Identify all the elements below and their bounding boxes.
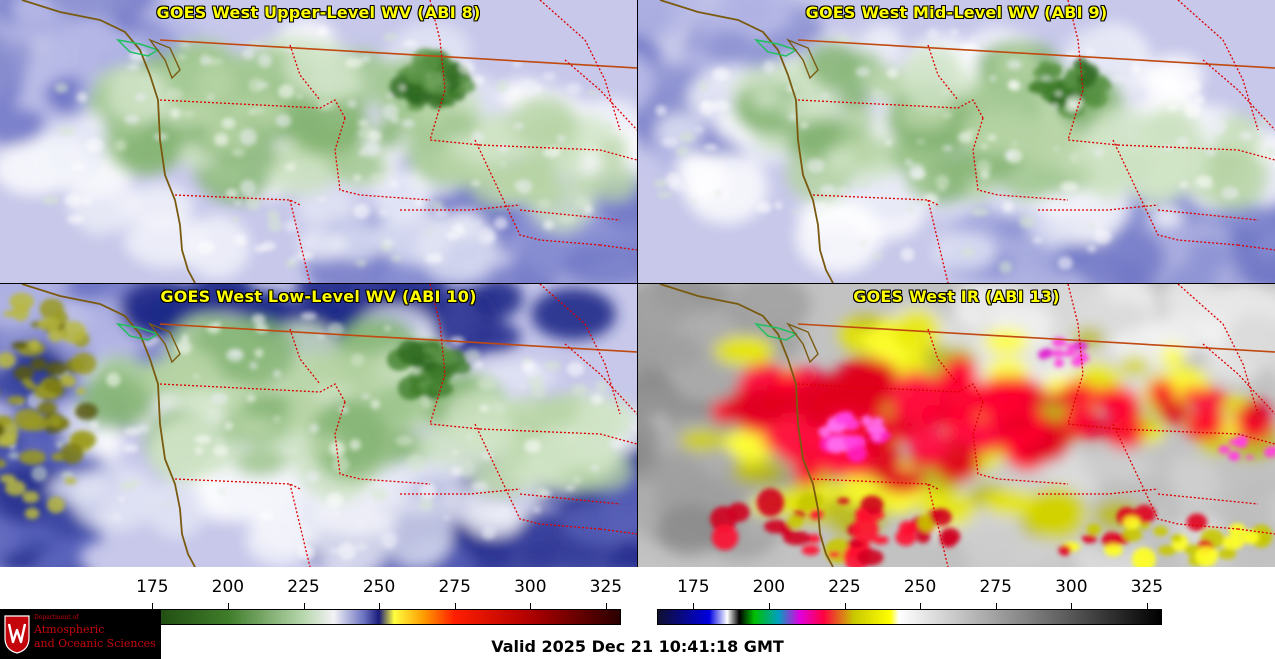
panel-upper-level-wv: GOES West Upper-Level WV (ABI 8) (0, 0, 637, 283)
colorbar-tick (530, 603, 532, 609)
valid-time-label: Valid 2025 Dec 21 10:41:18 GMT (491, 637, 784, 656)
panel-divider-horizontal (0, 283, 1275, 284)
colorbar-tick-label: 300 (514, 577, 547, 597)
colorbar-tick-label: 200 (752, 577, 786, 597)
panel-mid-level-wv: GOES West Mid-Level WV (ABI 9) (638, 0, 1275, 283)
panel-low-level-wv: GOES West Low-Level WV (ABI 10) (0, 284, 637, 567)
colorbar-tick-label: 225 (828, 577, 861, 597)
panel-title: GOES West IR (ABI 13) (853, 287, 1060, 306)
colorbar-tick (693, 603, 695, 609)
logo-line-2: and Oceanic Sciences (34, 637, 156, 650)
satellite-image-ir (638, 284, 1275, 567)
colorbar-tick (303, 603, 305, 609)
satellite-image-mid-wv (638, 0, 1275, 283)
panel-title: GOES West Upper-Level WV (ABI 8) (156, 3, 481, 22)
satellite-image-upper-wv (0, 0, 637, 283)
colorbar-tick (152, 603, 154, 609)
colorbar-tick (227, 603, 229, 609)
colorbar-tick (1071, 603, 1073, 609)
colorbar-tick (768, 603, 770, 609)
colorbar-tick (995, 603, 997, 609)
colorbar-tick-label: 200 (211, 577, 245, 597)
colorbar-tick-label: 175 (136, 577, 169, 597)
colorbar-tick (920, 603, 922, 609)
colorbar-tick (844, 603, 846, 609)
logo-line-1: Atmospheric (34, 623, 105, 636)
colorbar-tick-label: 275 (979, 577, 1012, 597)
colorbar-tick-label: 225 (287, 577, 320, 597)
colorbar-tick-label: 325 (589, 577, 623, 597)
colorbar-tick-label: 175 (677, 577, 710, 597)
satellite-image-low-wv (0, 284, 637, 567)
colorbar-tick-label: 300 (1055, 577, 1088, 597)
colorbar-tick-label: 275 (438, 577, 471, 597)
colorbar-tick-label: 325 (1130, 577, 1164, 597)
uw-seal-icon (4, 615, 30, 654)
panel-title: GOES West Low-Level WV (ABI 10) (160, 287, 477, 306)
panel-title: GOES West Mid-Level WV (ABI 9) (805, 3, 1108, 22)
colorbar-gradient (116, 609, 621, 625)
colorbar-tick (605, 603, 607, 609)
colorbar-tick (1146, 603, 1148, 609)
colorbar-tick (454, 603, 456, 609)
uw-aos-logo: Department of Atmospheric and Oceanic Sc… (0, 609, 161, 659)
colorbar-tick-label: 250 (362, 577, 396, 597)
panel-ir: GOES West IR (ABI 13) (638, 284, 1275, 567)
logo-dept-text: Department of (34, 614, 79, 621)
colorbar-tick (379, 603, 381, 609)
colorbar-gradient (657, 609, 1162, 625)
colorbar-tick-label: 250 (903, 577, 937, 597)
